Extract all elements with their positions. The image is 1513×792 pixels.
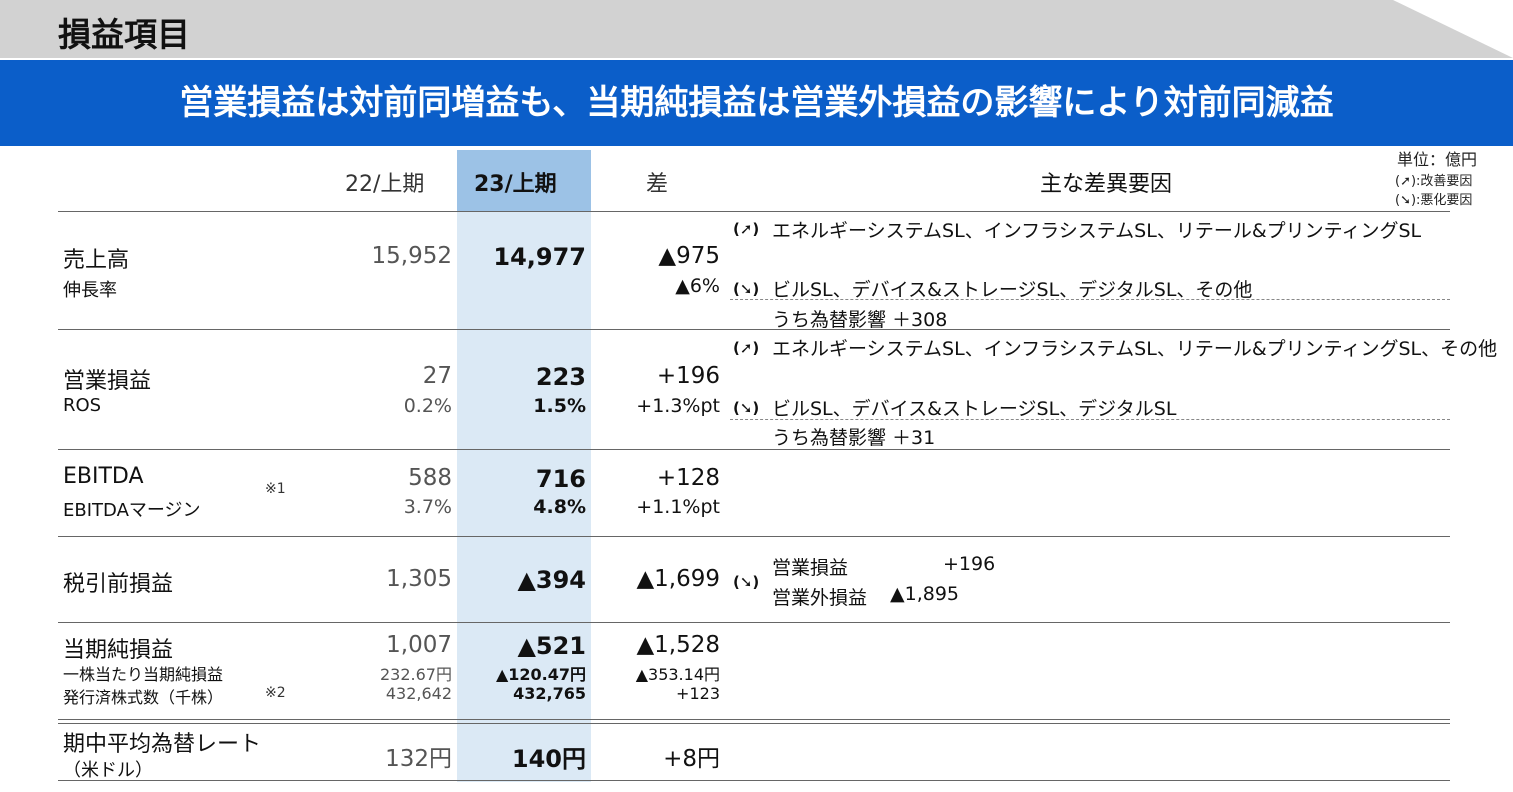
net-sublabel-eps: 一株当たり当期純損益 xyxy=(63,665,224,684)
operating-sublabel: ROS xyxy=(63,395,102,416)
row-divider-double xyxy=(58,723,1450,724)
fx-sublabel: （米ドル） xyxy=(63,760,153,781)
net-curr-shares: 432,765 xyxy=(513,684,586,703)
sales-reason-up: エネルギーシステムSL、インフラシステムSL、リテール&プリンティングSL xyxy=(772,220,1422,242)
fx-label: 期中平均為替レート xyxy=(63,732,262,757)
sales-label: 売上高 xyxy=(63,248,130,273)
operating-curr-sub: 1.5% xyxy=(533,395,586,417)
ebitda-sublabel: EBITDAマージン xyxy=(63,500,201,521)
row-divider xyxy=(58,719,1450,720)
current-column-highlight xyxy=(457,150,591,782)
net-diff: ▲1,528 xyxy=(636,632,720,658)
sales-reason-fx: うち為替影響 ＋308 xyxy=(772,309,948,331)
ebitda-curr-sub: 4.8% xyxy=(533,496,586,518)
operating-reason-fx: うち為替影響 ＋31 xyxy=(772,427,936,449)
pretax-reason-2-value: ▲1,895 xyxy=(890,583,960,605)
fx-curr: 140円 xyxy=(511,745,586,773)
operating-prev: 27 xyxy=(422,363,452,389)
net-curr-eps: ▲120.47円 xyxy=(495,665,586,684)
header-bar xyxy=(0,0,1513,58)
header-diff: 差 xyxy=(646,172,669,197)
worsen-arrow-icon: (➘) xyxy=(733,399,760,417)
ebitda-diff-sub: +1.1%pt xyxy=(636,496,720,518)
row-divider xyxy=(58,536,1450,537)
improve-arrow-icon: (➚) xyxy=(733,220,760,238)
ebitda-prev: 588 xyxy=(408,465,452,491)
operating-diff-sub: +1.3%pt xyxy=(636,395,720,417)
improve-arrow-icon: (➚) xyxy=(733,339,760,357)
headline-banner: 営業損益は対前同増益も、当期純損益は営業外損益の影響により対前同減益 xyxy=(0,60,1513,146)
pretax-prev: 1,305 xyxy=(386,566,452,592)
row-divider xyxy=(58,329,1450,330)
ebitda-diff: +128 xyxy=(656,465,720,491)
reason-divider xyxy=(730,419,1450,420)
fx-diff: +8円 xyxy=(663,746,720,772)
row-divider xyxy=(58,780,1450,781)
ebitda-prev-sub: 3.7% xyxy=(403,496,452,518)
net-note: ※2 xyxy=(265,685,286,701)
sales-diff: ▲975 xyxy=(658,243,720,269)
pretax-reason-2-label: 営業外損益 xyxy=(772,587,868,609)
net-prev-eps: 232.67円 xyxy=(380,665,452,684)
worsen-arrow-icon: (➘) xyxy=(733,573,760,591)
operating-diff: +196 xyxy=(656,363,720,389)
sales-sublabel: 伸長率 xyxy=(63,280,117,301)
operating-prev-sub: 0.2% xyxy=(403,395,452,417)
header-reasons: 主な差異要因 xyxy=(1040,172,1173,197)
worsen-arrow-icon: (➘) xyxy=(733,280,760,298)
net-sublabel-shares: 発行済株式数（千株） xyxy=(63,688,224,707)
sales-reason-down: ビルSL、デバイス&ストレージSL、デジタルSL、その他 xyxy=(772,279,1253,301)
net-diff-shares: +123 xyxy=(676,684,720,703)
fx-prev: 132円 xyxy=(385,746,452,772)
row-divider xyxy=(58,622,1450,623)
net-prev-shares: 432,642 xyxy=(385,684,452,703)
pretax-curr: ▲394 xyxy=(517,566,586,594)
pretax-reason-1-value: +196 xyxy=(943,553,996,575)
pretax-diff: ▲1,699 xyxy=(636,566,720,592)
sales-curr: 14,977 xyxy=(493,243,586,271)
page-title: 損益項目 xyxy=(58,15,190,54)
header-curr: 23/上期 xyxy=(474,172,557,197)
headline-text: 営業損益は対前同増益も、当期純損益は営業外損益の影響により対前同減益 xyxy=(179,83,1334,123)
pretax-label: 税引前損益 xyxy=(63,572,174,597)
header-corner xyxy=(1393,0,1513,58)
reason-divider xyxy=(730,299,1450,300)
ebitda-label: EBITDA xyxy=(63,464,144,489)
ebitda-note: ※1 xyxy=(265,481,286,497)
header-prev: 22/上期 xyxy=(345,172,425,197)
worsen-legend: (➘):悪化要因 xyxy=(1395,193,1473,208)
unit-label: 単位：億円 xyxy=(1397,150,1478,169)
improve-legend: (➚):改善要因 xyxy=(1395,174,1473,189)
operating-curr: 223 xyxy=(535,363,586,391)
operating-reason-down: ビルSL、デバイス&ストレージSL、デジタルSL xyxy=(772,398,1177,420)
net-diff-eps: ▲353.14円 xyxy=(635,665,720,684)
pretax-reason-1-label: 営業損益 xyxy=(772,557,849,579)
net-curr: ▲521 xyxy=(517,632,586,660)
net-prev: 1,007 xyxy=(386,632,452,658)
sales-prev: 15,952 xyxy=(371,243,452,269)
operating-reason-up: エネルギーシステムSL、インフラシステムSL、リテール&プリンティングSL、その… xyxy=(772,338,1498,360)
row-divider xyxy=(58,211,1450,212)
net-label: 当期純損益 xyxy=(63,638,174,663)
sales-diff-sub: ▲6% xyxy=(675,275,720,297)
ebitda-curr: 716 xyxy=(535,465,586,493)
operating-label: 営業損益 xyxy=(63,369,152,394)
row-divider xyxy=(58,449,1450,450)
current-column-header-bg xyxy=(457,150,591,212)
